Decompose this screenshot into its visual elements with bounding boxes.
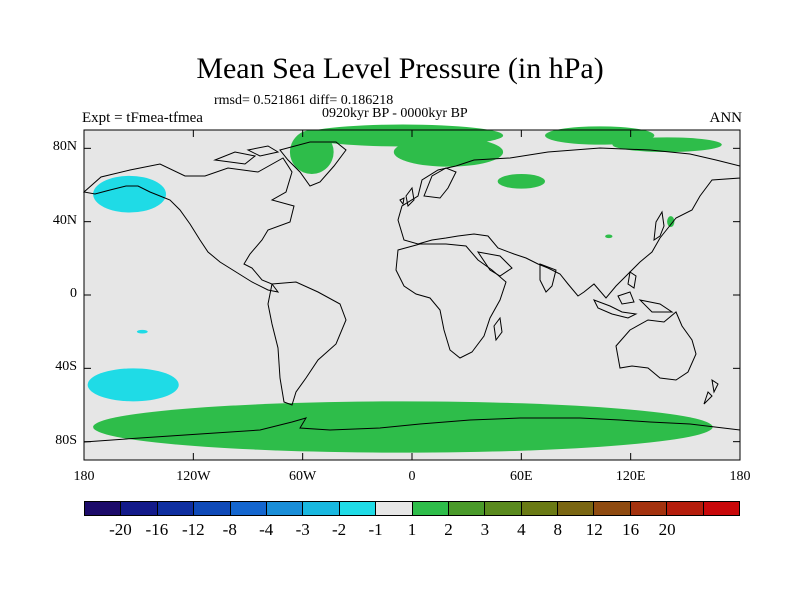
colorbar-label: 1 (407, 520, 417, 539)
colorbar-swatch (630, 502, 668, 515)
colorbar-label: -2 (332, 520, 347, 539)
africa-coast (395, 243, 507, 359)
colorbar-label: -3 (295, 520, 310, 539)
lat-label: 0 (70, 286, 77, 301)
colorbar-swatch (230, 502, 267, 515)
colorbar-swatch (303, 502, 340, 515)
axis-ticks (83, 130, 741, 460)
west-siberia-high-region (497, 174, 546, 189)
madagascar-coast (493, 316, 503, 342)
coastlines (82, 141, 741, 443)
canadian-islands-coast (213, 145, 280, 165)
experiment-label: Expt = tFmea-tfmea (82, 110, 203, 126)
colorbar-label: 4 (517, 520, 526, 539)
lat-label: 40S (55, 359, 77, 375)
lat-label: 80S (55, 432, 77, 448)
greenland-coast (279, 141, 347, 187)
lon-label: 0 (408, 469, 416, 484)
eurasia-coast (397, 147, 741, 299)
lon-label: 120E (615, 469, 646, 484)
lon-label: 180 (729, 469, 751, 484)
lon-label: 60W (289, 469, 317, 484)
indonesia-coast (592, 291, 674, 319)
colorbar-swatch (412, 502, 449, 515)
japan-high-region (667, 216, 675, 228)
colorbar-swatch (339, 502, 377, 515)
colorbar-label: 20 (658, 520, 676, 539)
colorbar-swatch (194, 502, 231, 515)
colorbar-swatch (448, 502, 486, 515)
season-label: ANN (709, 110, 743, 126)
colorbar-swatch (558, 502, 595, 515)
barents-high-region (393, 137, 504, 167)
india-coast (539, 263, 557, 293)
colorbar (84, 501, 740, 516)
colorbar-label: -8 (222, 520, 237, 539)
colorbar-swatch (521, 502, 559, 515)
colorbar-swatch (594, 502, 631, 515)
time-period: 0920kyr BP - 0000kyr BP (322, 106, 468, 121)
lat-label: 40N (52, 212, 77, 228)
colorbar-label: 3 (480, 520, 490, 539)
colorbar-label: -20 (109, 520, 132, 539)
philippines-coast (627, 271, 637, 289)
colorbar-label: -12 (181, 520, 205, 539)
new-zealand-coast (703, 378, 719, 405)
colorbar-swatch (266, 502, 304, 515)
british-isles-coast (399, 186, 415, 208)
australia-coast (615, 311, 697, 381)
north-america-coast (82, 157, 295, 293)
lon-label: 180 (73, 469, 95, 484)
east-arctic-high-region (612, 137, 722, 153)
colorbar-label: -4 (259, 520, 274, 539)
tropical-pacific-speck-region (136, 329, 148, 334)
south-pacific-low-region (87, 368, 179, 402)
plot-title: Mean Sea Level Pressure (in hPa) (196, 52, 604, 85)
colorbar-label: 2 (444, 520, 453, 539)
colorbar-label: -16 (145, 520, 169, 539)
colorbar-label: 8 (553, 520, 563, 539)
china-speck-region (605, 234, 613, 239)
colorbar-swatch (121, 502, 158, 515)
colorbar-label: -1 (368, 520, 383, 539)
colorbar-swatch (157, 502, 195, 515)
lon-label: 60E (510, 469, 533, 484)
lat-label: 80N (52, 139, 77, 155)
colorbar-label: 12 (585, 520, 603, 539)
anomaly-layer (87, 124, 722, 453)
colorbar-swatch (85, 502, 122, 515)
scandinavia-coast (423, 167, 457, 199)
antarctica-coast (83, 417, 741, 443)
colorbar-swatch (667, 502, 704, 515)
south-america-coast (267, 281, 347, 406)
north-pacific-low-region (93, 175, 166, 213)
colorbar-label: 16 (622, 520, 640, 539)
colorbar-swatch (485, 502, 522, 515)
antarctic-high-region (93, 401, 713, 453)
rmsd-diff-stats: rmsd= 0.521861 diff= 0.186218 (214, 93, 394, 108)
greenland-sea-high-region (289, 130, 334, 174)
japan-coast (653, 210, 665, 242)
arabia-coast (476, 251, 513, 277)
lon-label: 120W (176, 469, 211, 484)
colorbar-swatch (703, 502, 740, 515)
colorbar-swatch (376, 502, 413, 515)
